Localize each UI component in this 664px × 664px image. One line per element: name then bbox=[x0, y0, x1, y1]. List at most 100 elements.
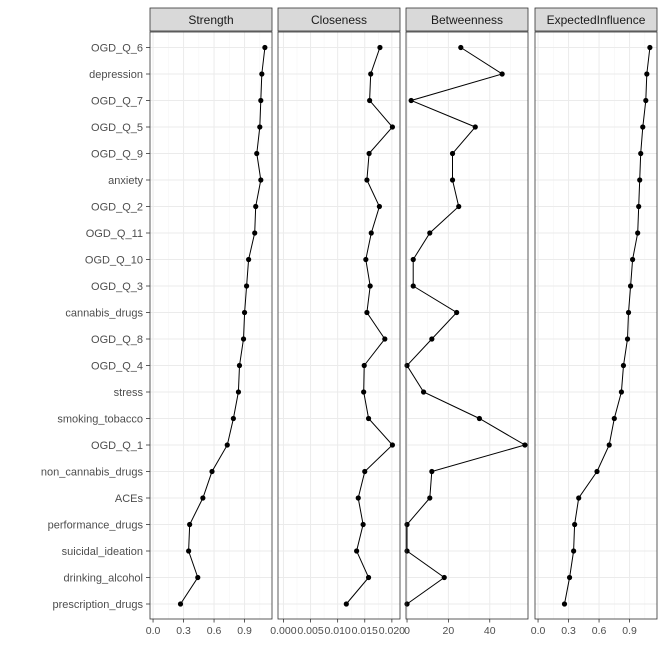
point-drinking-alcohol bbox=[441, 574, 447, 581]
y-tick-label-prescription-drugs: prescription_drugs bbox=[53, 599, 144, 611]
point-ogd-q-9 bbox=[449, 150, 456, 157]
point-ogd-q-3 bbox=[410, 283, 416, 289]
point-prescription-drugs bbox=[177, 601, 184, 607]
x-tick-label: 40 bbox=[484, 625, 496, 637]
point-performance-drugs bbox=[187, 521, 193, 528]
point-prescription-drugs bbox=[561, 601, 568, 607]
point-anxiety bbox=[258, 177, 264, 183]
series-line-strength bbox=[180, 47, 266, 605]
x-tick-label: 0.3 bbox=[176, 625, 191, 637]
point-cannabis-drugs bbox=[625, 309, 632, 316]
y-tick-label-ogd-q-3: OGD_Q_3 bbox=[91, 281, 143, 293]
point-ogd-q-11 bbox=[635, 230, 641, 236]
point-ogd-q-1 bbox=[606, 442, 612, 448]
point-ogd-q-6 bbox=[377, 44, 383, 51]
point-stress bbox=[420, 389, 427, 395]
point-ogd-q-1 bbox=[389, 442, 396, 448]
point-drinking-alcohol bbox=[365, 574, 372, 581]
point-suicidal-ideation bbox=[354, 548, 360, 554]
point-drinking-alcohol bbox=[566, 574, 573, 581]
panel-expectedinfluence: ExpectedInfluence 0.0 0.3 0.6 0.9 bbox=[531, 7, 658, 637]
x-tick-label: 0.0 bbox=[146, 625, 161, 637]
y-tick-label-ogd-q-9: OGD_Q_9 bbox=[91, 149, 143, 161]
y-tick-label-drinking-alcohol: drinking_alcohol bbox=[64, 573, 144, 585]
series-line-betweenness bbox=[406, 47, 527, 605]
panel-strip bbox=[405, 7, 529, 32]
panel-background bbox=[150, 32, 272, 619]
point-performance-drugs bbox=[572, 521, 578, 528]
panel-title: Strength bbox=[188, 13, 233, 27]
panel-background bbox=[406, 32, 528, 619]
point-ogd-q-2 bbox=[253, 203, 259, 210]
panel-background bbox=[278, 32, 400, 619]
panel-betweenness: Betweenness 0 20 40 bbox=[404, 7, 529, 637]
x-tick-label: 0 bbox=[404, 625, 410, 637]
point-aces bbox=[576, 495, 582, 501]
y-tick-label-ogd-q-11: OGD_Q_11 bbox=[86, 228, 143, 240]
point-smoking-tobacco bbox=[611, 415, 617, 422]
point-performance-drugs bbox=[404, 521, 410, 528]
point-ogd-q-3 bbox=[367, 283, 373, 289]
point-aces bbox=[355, 495, 361, 501]
point-depression bbox=[499, 71, 505, 77]
point-ogd-q-10 bbox=[630, 256, 636, 263]
y-tick-label-ogd-q-4: OGD_Q_4 bbox=[91, 361, 143, 373]
x-tick-label: 0.6 bbox=[592, 625, 607, 637]
point-cannabis-drugs bbox=[364, 309, 370, 316]
point-ogd-q-5 bbox=[389, 124, 396, 130]
y-tick-label-suicidal-ideation: suicidal_ideation bbox=[62, 546, 143, 558]
panel-border bbox=[405, 31, 529, 620]
point-depression bbox=[368, 71, 374, 77]
point-stress bbox=[235, 389, 242, 395]
point-aces bbox=[427, 495, 433, 501]
point-ogd-q-6 bbox=[262, 44, 268, 51]
point-ogd-q-4 bbox=[236, 362, 243, 369]
point-non-cannabis-drugs bbox=[209, 468, 215, 475]
point-cannabis-drugs bbox=[454, 309, 460, 316]
point-ogd-q-4 bbox=[404, 362, 410, 369]
x-tick-label: 0.0 bbox=[531, 625, 546, 637]
point-ogd-q-1 bbox=[224, 442, 230, 448]
point-ogd-q-11 bbox=[427, 230, 433, 236]
panel-title: Betweenness bbox=[431, 13, 503, 27]
point-anxiety bbox=[449, 177, 456, 183]
point-ogd-q-3 bbox=[627, 283, 634, 289]
series-line-closeness bbox=[345, 47, 394, 605]
y-tick-label-non-cannabis-drugs: non_cannabis_drugs bbox=[41, 467, 144, 479]
point-ogd-q-2 bbox=[636, 203, 642, 210]
point-ogd-q-7 bbox=[643, 97, 649, 104]
panel-strip bbox=[277, 7, 401, 32]
point-suicidal-ideation bbox=[571, 548, 577, 554]
point-depression bbox=[259, 71, 265, 77]
point-non-cannabis-drugs bbox=[429, 468, 435, 475]
point-suicidal-ideation bbox=[186, 548, 192, 554]
point-stress bbox=[361, 389, 367, 395]
point-performance-drugs bbox=[360, 521, 366, 528]
point-ogd-q-8 bbox=[382, 336, 388, 342]
point-ogd-q-10 bbox=[246, 256, 252, 263]
x-tick-label: 0.9 bbox=[622, 625, 637, 637]
y-tick-label-anxiety: anxiety bbox=[108, 175, 143, 187]
point-ogd-q-1 bbox=[522, 442, 528, 448]
point-ogd-q-5 bbox=[640, 124, 646, 130]
x-tick-label: 0.000 bbox=[270, 625, 296, 637]
point-suicidal-ideation bbox=[404, 548, 410, 554]
point-anxiety bbox=[637, 177, 643, 183]
point-ogd-q-8 bbox=[429, 336, 435, 342]
point-ogd-q-8 bbox=[240, 336, 247, 342]
panel-title: Closeness bbox=[311, 13, 367, 27]
point-prescription-drugs bbox=[343, 601, 349, 607]
x-tick-label: 20 bbox=[443, 625, 455, 637]
point-ogd-q-10 bbox=[363, 256, 369, 263]
point-ogd-q-11 bbox=[252, 230, 258, 236]
point-ogd-q-5 bbox=[257, 124, 263, 130]
point-anxiety bbox=[364, 177, 370, 183]
point-ogd-q-2 bbox=[376, 203, 382, 210]
y-tick-label-ogd-q-10: OGD_Q_10 bbox=[85, 255, 143, 267]
point-ogd-q-3 bbox=[243, 283, 250, 289]
point-ogd-q-5 bbox=[472, 124, 478, 130]
point-ogd-q-7 bbox=[258, 97, 264, 104]
y-axis: OGD_Q_6 depression OGD_Q_7 OGD_Q_5 OGD_Q_9an… bbox=[41, 43, 150, 611]
y-tick-label-ogd-q-2: OGD_Q_2 bbox=[91, 202, 143, 214]
x-tick-label: 0.9 bbox=[237, 625, 252, 637]
